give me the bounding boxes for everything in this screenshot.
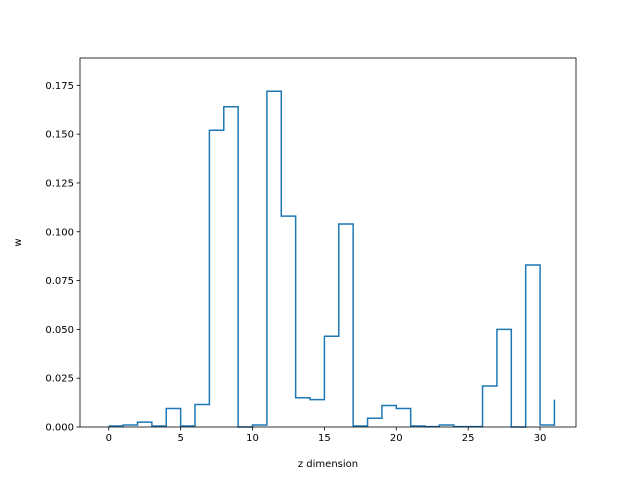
x-tick-label: 10 (246, 433, 259, 444)
y-axis-label: w (13, 238, 24, 246)
y-tick-label: 0.025 (45, 374, 74, 385)
y-tick-label: 0.000 (45, 423, 74, 434)
axes-frame (79, 57, 577, 428)
y-tick-label: 0.150 (45, 130, 74, 141)
x-axis-label: z dimension (298, 459, 358, 470)
y-tick-label: 0.175 (45, 81, 74, 92)
y-tick-label: 0.100 (45, 227, 74, 238)
x-tick-label: 20 (390, 433, 403, 444)
x-tick-label: 5 (177, 433, 183, 444)
y-axis-ticks: 0.000 0.025 0.050 0.075 0.100 0.125 0.150 0.175 (45, 81, 80, 434)
y-tick-label: 0.050 (45, 325, 74, 336)
series-step-line-0 (108, 90, 556, 428)
plot-layer (108, 90, 556, 428)
x-tick-label: 0 (106, 433, 112, 444)
y-tick-label: 0.125 (45, 178, 74, 189)
y-tick-label: 0.075 (45, 276, 74, 287)
x-tick-label: 30 (534, 433, 547, 444)
x-tick-label: 15 (318, 433, 331, 444)
x-axis-ticks: 0 5 10 15 20 25 30 (106, 427, 547, 444)
x-tick-label: 25 (462, 433, 475, 444)
